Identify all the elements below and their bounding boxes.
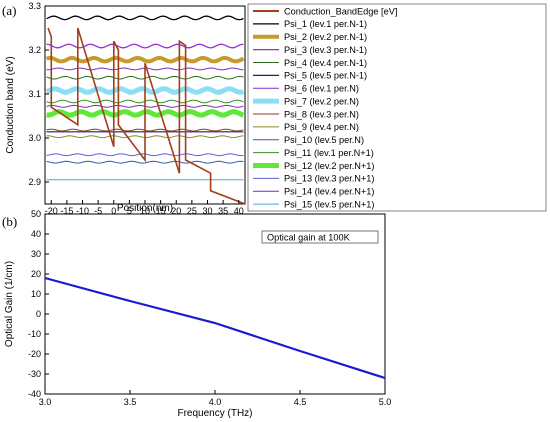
panel-a-legend: Conduction_BandEdge [eV] Psi_1 (lev.1 per… [247,3,547,212]
legend-entry: Psi_10 (lev.5 per.N) [284,135,364,145]
y-tick-label: -10 [28,329,41,339]
x-tick-label: 35 [218,206,228,216]
x-tick-label: 10 [140,206,150,216]
y-tick-label: 3.1 [28,89,41,99]
wavefunction-line-2 [45,55,245,64]
x-tick-label: 3.0 [39,397,52,407]
x-tick-label: 5.0 [379,397,392,407]
wavefunction-line-1 [46,15,244,21]
y-tick-label: 0 [36,309,41,319]
legend-entry: Psi_15 (lev.5 per.N+1) [284,199,374,209]
legend-entry: Psi_4 (lev.4 per.N-1) [284,58,367,68]
panel-a-x-label: Position(nm) [117,203,173,214]
legend-entry: Psi_13 (lev.3 per.N+1) [284,174,374,184]
y-tick-label: 50 [31,209,41,219]
panel-a-ticks: -20 -15 -10 -5 0 5 10 15 20 25 30 35 40 2.9 3.0 3.1 3.2 3… [28,1,243,216]
x-tick-label: 3.5 [124,397,137,407]
x-tick-label: 20 [171,206,181,216]
panel-b-label: (b) [2,214,17,229]
y-tick-label: 3.0 [28,133,41,143]
panel-b: (b) 3.0 3.5 4.0 4.5 5.0 -40 -30 -20 -10 0 10 20 30 40… [2,209,391,419]
legend-entry: Psi_11 (lev.1 per.N+1) [284,148,374,158]
optical-gain-line [44,276,386,380]
conduction-band-edge-line [47,27,246,205]
legend-entry: Conduction_BandEdge [eV] [284,6,397,16]
x-tick-label: 0 [111,206,116,216]
x-tick-label: -15 [60,206,73,216]
legend-entry: Psi_6 (lev.1 per.N) [284,84,359,94]
y-tick-label: 20 [31,269,41,279]
panel-a-traces [45,15,246,205]
y-tick-label: 10 [31,289,41,299]
legend-entry: Psi_1 (lev.1 per.N-1) [284,19,367,29]
y-tick-label: 40 [31,229,41,239]
x-tick-label: 40 [234,206,244,216]
legend-entry: Psi_3 (lev.3 per.N-1) [284,45,367,55]
y-tick-label: -20 [28,349,41,359]
legend-entry: Psi_7 (lev.2 per.N) [284,96,359,106]
panel-a-y-label: Conduction band (eV) [5,56,16,153]
x-tick-label: -20 [45,206,58,216]
legend-entry: Psi_12 (lev.2 per.N+1) [284,161,374,171]
wavefunction-line-10 [46,160,244,164]
y-tick-label: 3.3 [28,1,41,11]
wavefunction-line-3 [46,43,244,49]
panel-b-y-label: Optical Gain (1/cm) [4,261,15,347]
legend-entry: Psi_2 (lev.2 per.N-1) [284,32,367,42]
x-tick-label: 30 [202,206,212,216]
panel-a: (a) -20 -15 -10 -5 0 5 10 15 20 25 30 35 40 2.9 3.0 3.1… [2,1,547,216]
x-tick-label: 4.5 [294,397,307,407]
y-tick-label: -30 [28,369,41,379]
y-tick-label: 3.2 [28,45,41,55]
legend-entry: Psi_5 (lev.5 per.N-1) [284,71,367,81]
panel-a-label: (a) [2,3,16,18]
legend-entry: Psi_14 (lev.4 per.N+1) [284,187,374,197]
legend-entry: Optical gain at 100K [267,233,351,243]
legend-box [261,230,379,244]
panel-b-x-label: Frequency (THz) [177,408,252,419]
x-tick-label: 4.0 [209,397,222,407]
x-tick-label: -10 [76,206,89,216]
legend-entry: Psi_8 (lev.3 per.N) [284,109,359,119]
panel-b-legend: Optical gain at 100K [261,230,379,244]
x-tick-label: -5 [94,206,102,216]
x-tick-label: 25 [187,206,197,216]
y-tick-label: 30 [31,249,41,259]
y-tick-label: 2.9 [28,177,41,187]
panel-b-traces [44,276,386,380]
legend-box [247,3,547,212]
x-tick-label: 15 [156,206,166,216]
legend-entry: Psi_9 (lev.4 per.N) [284,122,359,132]
x-tick-label: 5 [127,206,132,216]
y-tick-label: -40 [28,389,41,399]
